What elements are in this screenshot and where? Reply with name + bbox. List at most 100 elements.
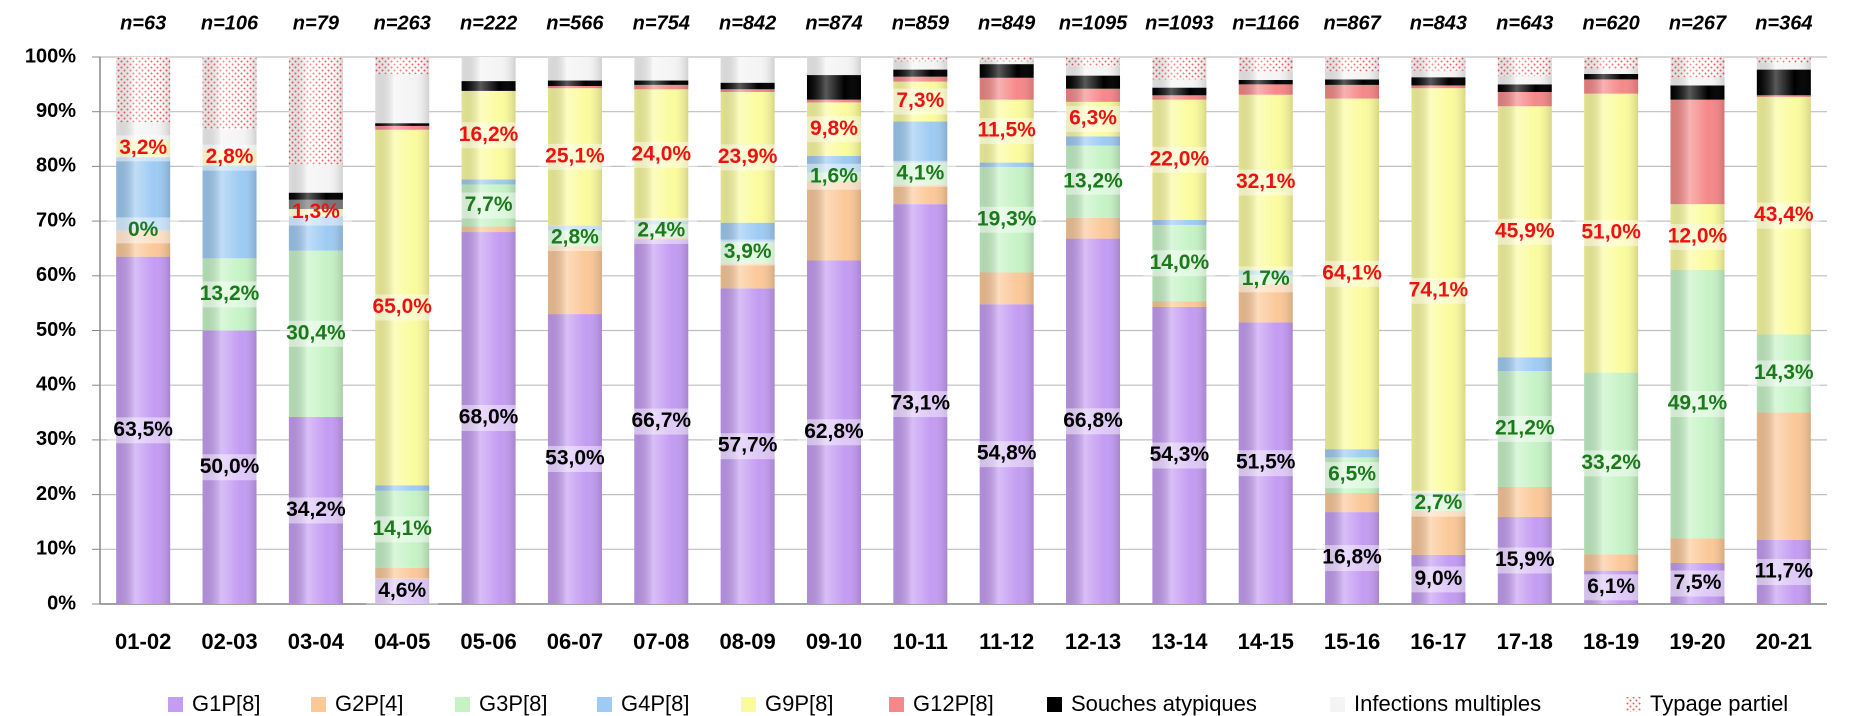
label-bg [366,294,439,321]
x-tick-label: 05-06 [460,629,516,654]
data-label: 4,1% [896,161,944,184]
n-label: n=267 [1669,12,1727,34]
x-tick-label: 03-04 [288,629,345,654]
data-label: 9,8% [810,117,858,140]
legend-label: G2P[4] [335,691,403,716]
x-tick-label: 08-09 [719,629,775,654]
n-label: n=1095 [1059,12,1128,34]
label-bg [193,454,266,481]
data-label: 65,0% [372,295,432,318]
label-bg [1143,442,1216,469]
n-label: n=263 [374,12,431,34]
data-label: 2,8% [206,145,254,168]
data-label: 57,7% [718,434,778,457]
data-label: 24,0% [632,142,692,165]
data-label: 2,7% [1414,491,1462,514]
y-tick-label: 80% [36,155,76,177]
label-bg [107,217,180,244]
legend-label: Infections multiples [1354,691,1541,716]
x-tick-label: 10-11 [893,629,948,654]
label-bg [107,135,180,162]
legend-label: G12P[8] [913,691,994,716]
data-label: 30,4% [286,321,346,344]
bar-shade [288,57,343,604]
x-tick-label: 14-15 [1238,629,1294,654]
x-tick-label: 13-14 [1151,629,1208,654]
data-label: 53,0% [545,447,605,470]
label-bg [1057,168,1130,195]
data-label: 0% [128,218,159,241]
bar-shade [461,57,516,604]
data-label: 66,7% [632,409,692,432]
x-tick-label: 04-05 [374,629,430,654]
data-label: 54,3% [1150,443,1210,466]
bar-shade [893,57,948,604]
n-label: n=63 [120,12,166,34]
label-bg [279,320,352,347]
label-bg [538,446,611,473]
label-bg [1575,450,1648,477]
data-label: 25,1% [545,144,605,167]
data-label: 50,0% [200,455,260,478]
bar-shade [1584,57,1639,604]
label-bg [1488,547,1561,574]
n-label: n=867 [1323,12,1381,34]
y-tick-label: 50% [36,319,76,341]
n-label: n=754 [633,12,690,34]
data-label: 23,9% [718,145,778,168]
bar-shade [1497,57,1552,604]
x-tick-label: 11-12 [979,629,1034,654]
y-tick-label: 90% [36,100,76,122]
y-tick-label: 40% [36,373,76,395]
x-tick-label: 19-20 [1669,629,1725,654]
label-bg [797,419,870,446]
label-bg [1316,545,1389,572]
bar-shade [547,57,602,604]
data-label: 6,5% [1328,463,1376,486]
label-bg [711,239,784,266]
n-label: n=222 [460,12,517,34]
label-bg [1057,408,1130,435]
data-label: 51,5% [1236,451,1296,474]
label-bg [970,206,1043,233]
label-bg [452,405,525,432]
label-bg [797,116,870,143]
label-bg [279,497,352,524]
legend-label: G4P[8] [621,691,689,716]
bar-shade [806,57,861,604]
label-bg [193,144,266,171]
label-bg [884,391,957,418]
label-bg [1229,450,1302,477]
label-bg [1488,415,1561,442]
data-label: 22,0% [1150,147,1210,170]
legend-swatch [597,697,612,712]
label-bg [1575,220,1648,247]
n-label: n=79 [293,12,340,34]
legend-swatch [311,697,326,712]
bar-shade [1325,57,1380,604]
legend-label: G9P[8] [765,691,833,716]
label-bg [452,192,525,219]
legend-label: Typage partiel [1650,691,1788,716]
legend-swatch [168,697,183,712]
x-tick-label: 17-18 [1497,629,1553,654]
label-bg [538,225,611,252]
y-tick-label: 30% [36,428,76,450]
x-tick-label: 01-02 [115,629,171,654]
label-bg [1747,202,1820,229]
y-tick-label: 60% [36,264,76,286]
x-tick-label: 06-07 [547,629,603,654]
data-label: 4,6% [378,579,426,602]
label-bg [107,417,180,444]
label-bg [1661,391,1734,418]
data-label: 3,9% [724,240,772,263]
label-bg [884,160,957,187]
y-tick-label: 70% [36,209,76,231]
data-label: 66,8% [1063,409,1123,432]
label-bg [452,122,525,149]
data-label: 2,8% [551,226,599,249]
data-label: 32,1% [1236,170,1296,193]
data-label: 62,8% [804,420,864,443]
data-label: 7,7% [465,193,513,216]
